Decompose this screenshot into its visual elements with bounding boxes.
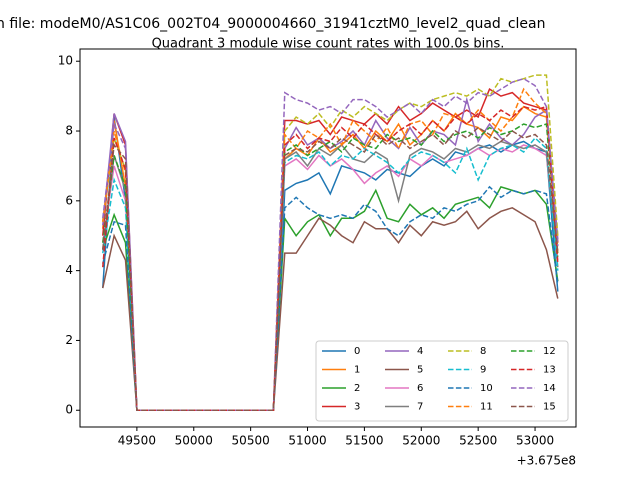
x-tick-label: 52500 xyxy=(459,434,497,448)
legend-label: 12 xyxy=(543,346,556,357)
series-line xyxy=(102,123,559,411)
series-line xyxy=(102,185,559,411)
y-tick-label: 10 xyxy=(58,54,73,68)
suptitle: n file: modeM0/AS1C06_002T04_9000004660_… xyxy=(0,16,545,32)
legend-label: 3 xyxy=(354,402,360,413)
legend-label: 11 xyxy=(480,402,493,413)
plot-frame xyxy=(79,48,577,428)
legend-label: 4 xyxy=(417,346,423,357)
legend-label: 10 xyxy=(480,383,493,394)
y-tick-label: 2 xyxy=(65,333,73,347)
y-tick-label: 8 xyxy=(65,124,73,138)
x-tick-label: 50500 xyxy=(232,434,270,448)
x-tick-label: 53000 xyxy=(516,434,554,448)
legend-label: 14 xyxy=(543,383,556,394)
series-line xyxy=(102,77,559,411)
y-tick-label: 0 xyxy=(65,403,73,417)
legend-label: 8 xyxy=(480,346,486,357)
series-line xyxy=(102,126,559,411)
legend-box xyxy=(315,340,569,422)
x-tick-label: 52000 xyxy=(402,434,440,448)
x-tick-label: 49500 xyxy=(118,434,156,448)
legend-label: 15 xyxy=(543,402,556,413)
legend-label: 9 xyxy=(480,365,486,376)
legend-label: 5 xyxy=(417,365,423,376)
legend-label: 2 xyxy=(354,383,360,394)
x-offset-label: +3.675e8 xyxy=(517,454,576,468)
x-tick-label: 50000 xyxy=(175,434,213,448)
series-line xyxy=(102,105,559,411)
legend-label: 13 xyxy=(543,365,556,376)
legend-label: 7 xyxy=(417,402,423,413)
y-tick-label: 4 xyxy=(65,263,73,277)
x-tick-label: 51500 xyxy=(345,434,383,448)
y-tick-label: 6 xyxy=(65,193,73,207)
x-tick-label: 51000 xyxy=(288,434,326,448)
chart-title: Quadrant 3 module wise count rates with … xyxy=(152,37,505,52)
legend-label: 0 xyxy=(354,346,360,357)
series-line xyxy=(102,74,559,411)
legend-label: 1 xyxy=(354,365,360,376)
legend-label: 6 xyxy=(417,383,423,394)
